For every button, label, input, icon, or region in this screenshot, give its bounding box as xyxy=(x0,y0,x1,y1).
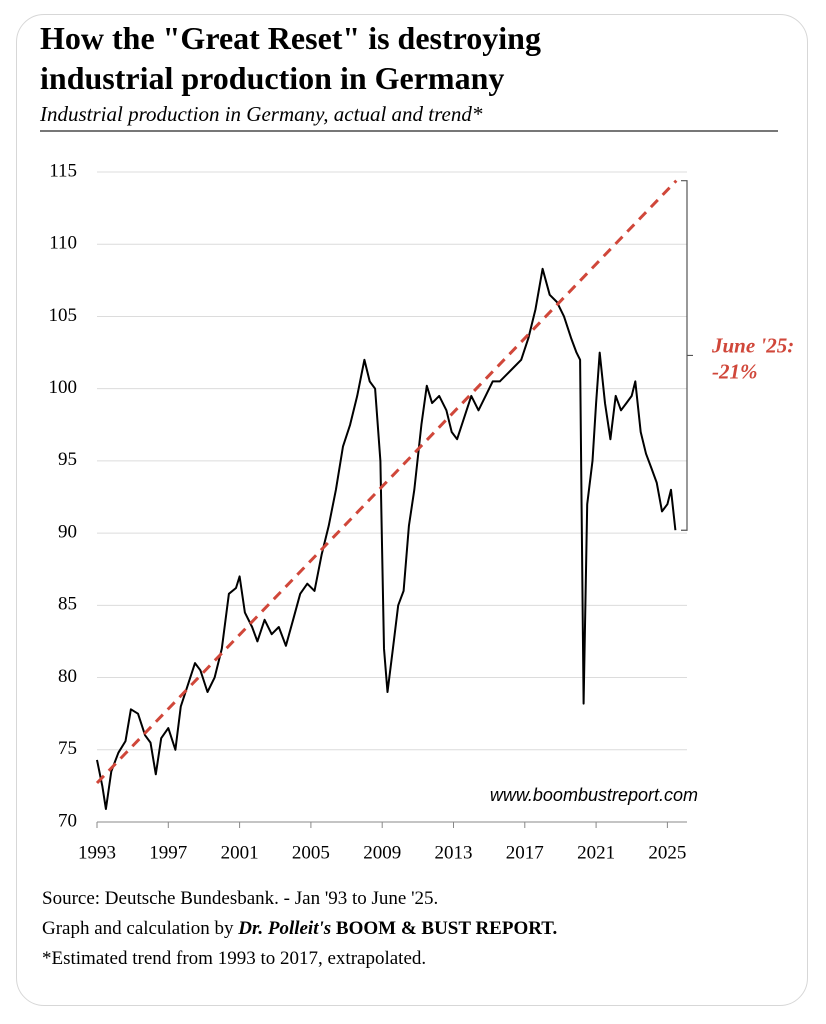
credit-text: Graph and calculation by xyxy=(42,918,234,939)
notes: Source: Deutsche Bundesbank. - Jan '93 t… xyxy=(42,884,557,974)
gap-bracket xyxy=(681,180,693,531)
trend-line xyxy=(95,179,678,785)
credit-author: Dr. Polleit's xyxy=(238,918,332,939)
x-tick-label: 1997 xyxy=(149,842,187,863)
x-tick-label: 2013 xyxy=(434,842,472,863)
x-tick-label: 1993 xyxy=(78,842,116,863)
x-tick-label: 2005 xyxy=(292,842,330,863)
x-tick-label: 2021 xyxy=(577,842,615,863)
trend-note: *Estimated trend from 1993 to 2017, extr… xyxy=(42,948,427,969)
y-tick-label: 100 xyxy=(49,377,78,398)
chart-title: How the "Great Reset" is destroying indu… xyxy=(40,20,541,96)
chart-subtitle: Industrial production in Germany, actual… xyxy=(40,102,483,126)
y-tick-label: 85 xyxy=(58,594,77,615)
card-frame xyxy=(16,14,808,1006)
source-note: Source: Deutsche Bundesbank. - Jan '93 t… xyxy=(42,888,439,909)
credit-report: BOOM & BUST REPORT. xyxy=(335,918,558,939)
y-tick-label: 80 xyxy=(58,666,77,687)
y-tick-label: 90 xyxy=(58,521,77,542)
x-tick-label: 2025 xyxy=(648,842,686,863)
y-tick-label: 115 xyxy=(49,160,77,181)
x-tick-label: 2009 xyxy=(363,842,401,863)
y-tick-label: 110 xyxy=(49,233,77,254)
x-tick-label: 2001 xyxy=(221,842,259,863)
y-tick-label: 105 xyxy=(49,305,78,326)
data-line xyxy=(96,267,677,810)
watermark: www.boombustreport.com xyxy=(490,785,698,805)
title-rule xyxy=(40,130,778,132)
x-tick-label: 2017 xyxy=(506,842,544,863)
annotation: June '25: xyxy=(711,333,794,357)
annotation: -21% xyxy=(712,359,758,383)
y-tick-label: 70 xyxy=(58,810,77,831)
y-tick-label: 75 xyxy=(58,738,77,759)
credit-note: Graph and calculation by Dr. Polleit's B… xyxy=(42,914,557,944)
y-tick-label: 95 xyxy=(58,449,77,470)
